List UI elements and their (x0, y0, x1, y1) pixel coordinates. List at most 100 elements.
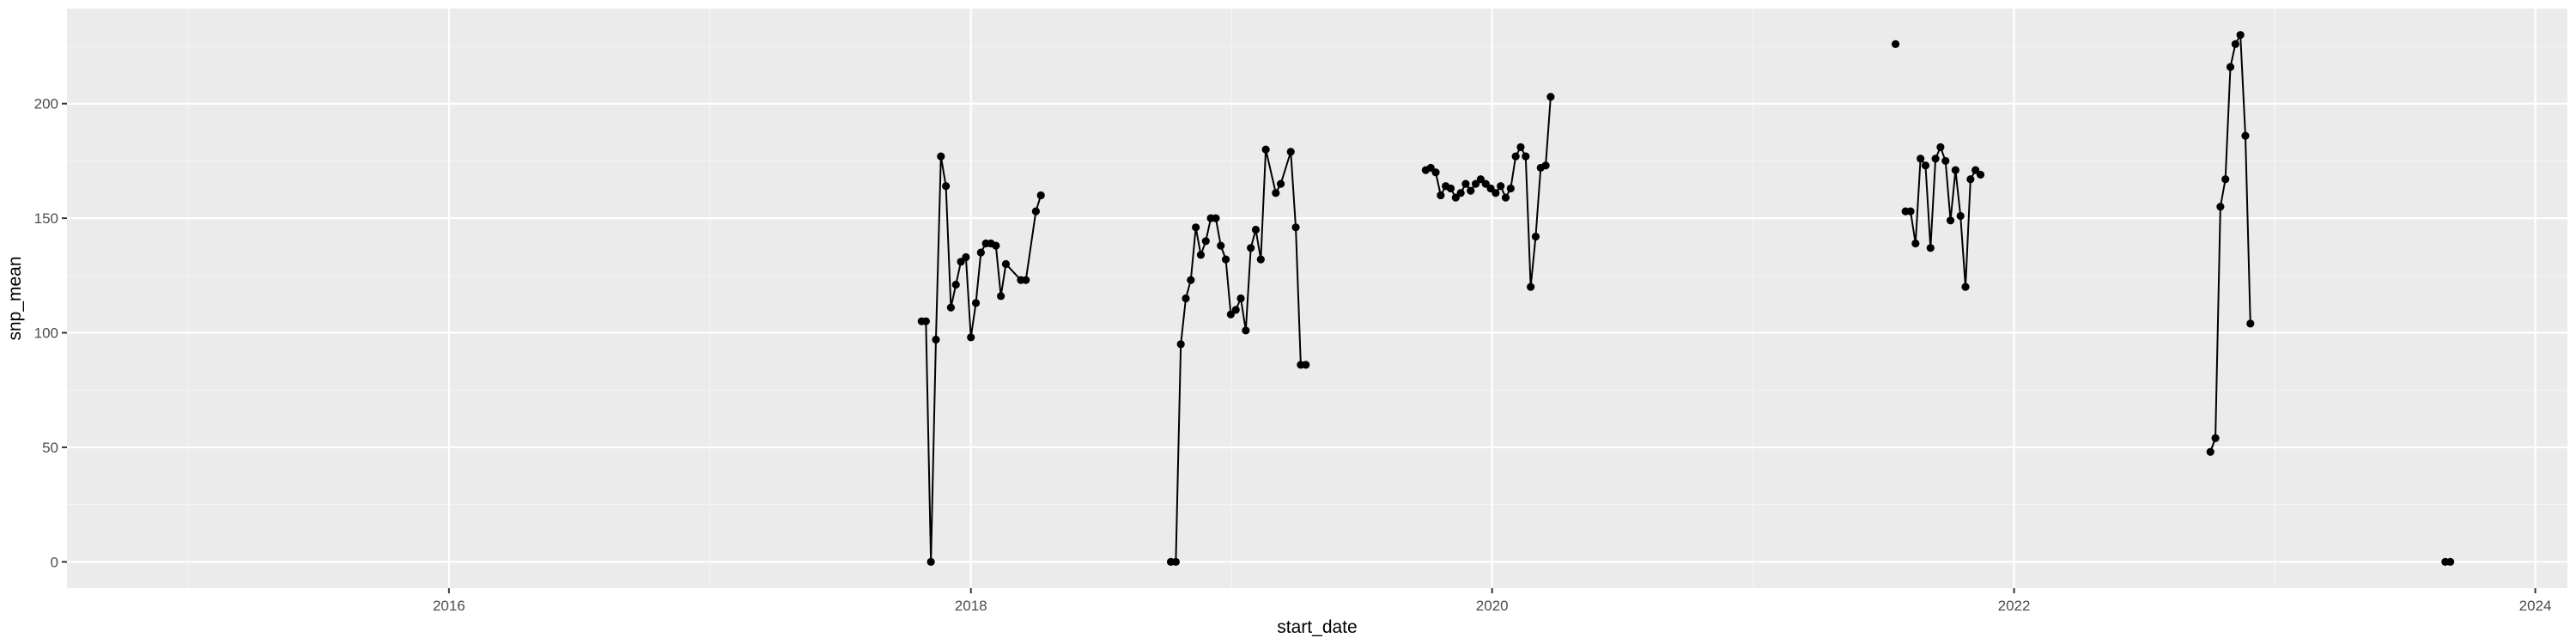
data-point (1511, 152, 1520, 161)
points-layer (917, 31, 2455, 566)
data-point (2446, 557, 2455, 566)
data-point (976, 248, 985, 257)
data-point (1956, 211, 1965, 221)
data-point (1192, 223, 1200, 232)
data-point (1236, 294, 1245, 303)
data-point (1182, 294, 1190, 303)
data-point (932, 335, 940, 344)
data-point (1196, 251, 1206, 259)
y-tick-label: 100 (34, 325, 58, 342)
data-point (1936, 143, 1945, 152)
data-point (1201, 237, 1210, 246)
data-point (957, 258, 965, 266)
data-point (1036, 191, 1045, 200)
data-point (1921, 161, 1930, 170)
data-point (1476, 175, 1485, 184)
data-point (1506, 184, 1515, 193)
data-point (1541, 161, 1550, 170)
data-point (1891, 39, 1900, 48)
data-point (962, 252, 970, 262)
data-point (1946, 216, 1955, 225)
data-point (1212, 214, 1220, 222)
data-point (2211, 434, 2220, 442)
y-tick-label: 50 (42, 440, 58, 456)
data-point (1291, 223, 1300, 232)
data-point (2236, 31, 2245, 39)
data-point (1456, 189, 1465, 197)
data-point (1911, 239, 1920, 248)
data-point (2231, 39, 2239, 48)
data-point (1446, 184, 1455, 193)
data-point (1437, 191, 1445, 200)
data-point (1472, 179, 1480, 188)
data-point (1941, 156, 1950, 166)
data-point (1431, 168, 1440, 177)
data-point (1256, 255, 1265, 264)
y-axis-ticks: 0 50 100 150 200 (34, 96, 67, 570)
data-point (992, 241, 1000, 250)
data-point (2206, 447, 2215, 456)
data-point (1231, 306, 1240, 314)
data-point (1516, 143, 1525, 152)
data-point (1971, 166, 1980, 174)
x-axis-ticks: 2016 2018 2020 2022 2024 (433, 588, 2552, 614)
x-tick-label: 2016 (433, 598, 465, 614)
data-point (971, 299, 981, 307)
data-point (1961, 283, 1970, 291)
data-point (1031, 207, 1040, 216)
data-point (1917, 155, 1925, 163)
data-point (1272, 189, 1280, 197)
data-point (1481, 179, 1490, 188)
data-point (1501, 193, 1510, 202)
y-tick-label: 0 (51, 554, 58, 570)
data-point (921, 317, 930, 325)
series-line (921, 155, 1042, 563)
data-point (967, 333, 975, 342)
data-point (1531, 232, 1540, 241)
plot-panel (67, 9, 2567, 588)
data-point (1906, 207, 1915, 216)
data-point (1022, 276, 1030, 284)
data-point (1226, 310, 1235, 319)
data-point (1527, 283, 1535, 291)
data-point (2221, 175, 2230, 184)
data-point (2216, 203, 2225, 211)
data-point (2241, 131, 2250, 140)
data-point (1976, 170, 1985, 179)
data-point (1461, 179, 1470, 188)
data-point (1966, 175, 1975, 184)
data-point (1242, 326, 1250, 335)
data-point (997, 292, 1005, 301)
data-point (1302, 361, 1310, 369)
data-point (1176, 340, 1185, 349)
data-point (937, 152, 945, 161)
x-tick-label: 2022 (1998, 598, 2031, 614)
data-point (946, 303, 956, 312)
data-point (1187, 276, 1195, 284)
data-point (1467, 186, 1475, 195)
x-axis-title: start_date (1277, 617, 1357, 637)
x-tick-label: 2024 (2519, 598, 2552, 614)
data-point (1217, 241, 1225, 250)
data-point (2226, 63, 2235, 71)
data-point (1171, 557, 1180, 566)
data-point (1546, 93, 1555, 101)
data-point (1522, 152, 1530, 161)
grid-minor (67, 9, 2567, 588)
data-point (942, 182, 951, 191)
data-point (1931, 155, 1940, 163)
data-point (2246, 319, 2255, 328)
data-point (1286, 148, 1295, 156)
data-point (1497, 182, 1505, 191)
x-tick-label: 2020 (1476, 598, 1509, 614)
data-point (1261, 145, 1270, 154)
data-point (1926, 244, 1935, 252)
data-point (1276, 179, 1285, 188)
data-point (1492, 189, 1500, 197)
y-axis-title: snp_mean (5, 256, 25, 340)
data-point (1247, 244, 1255, 252)
grid-major (67, 9, 2567, 588)
y-tick-label: 200 (34, 96, 58, 112)
data-point (1426, 163, 1435, 173)
